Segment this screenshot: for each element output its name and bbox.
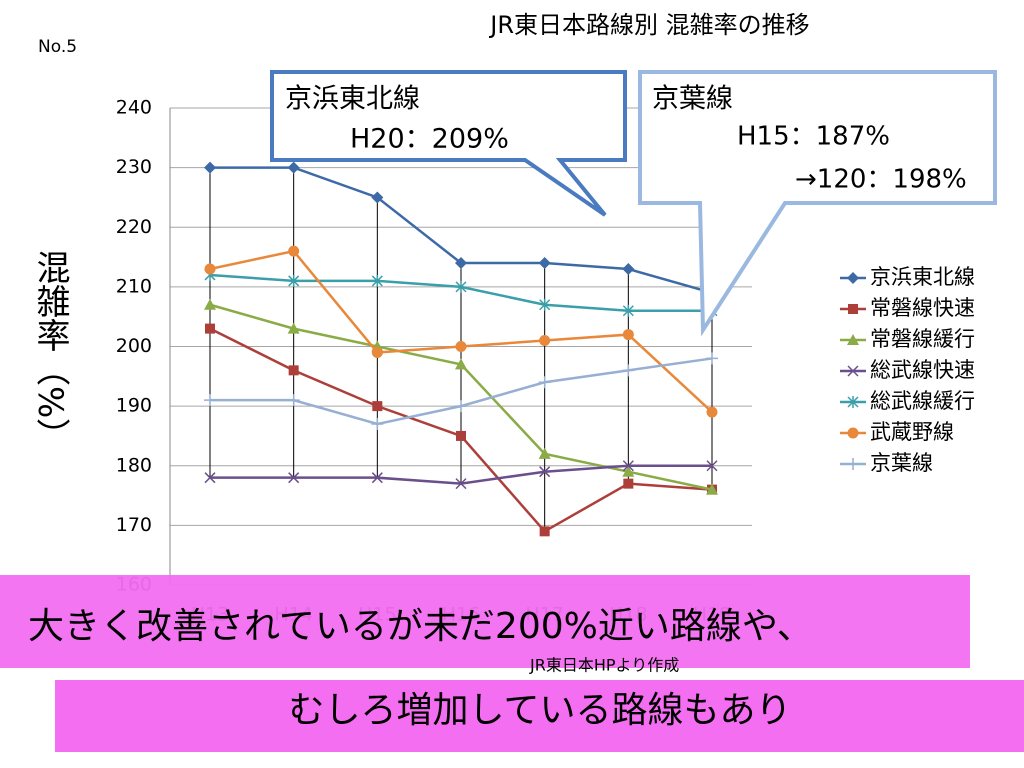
y-tick-label: 230 [116, 156, 152, 178]
marker [288, 365, 299, 376]
banner [0, 575, 970, 668]
marker [372, 401, 383, 412]
y-tick-label: 220 [116, 216, 152, 238]
legend-label: 常磐線快速 [870, 296, 975, 320]
marker [539, 526, 550, 537]
marker [455, 400, 467, 413]
marker [288, 274, 300, 287]
marker [847, 396, 859, 408]
callout-title: 京浜東北線 [285, 84, 420, 115]
marker [622, 465, 635, 477]
marker [847, 427, 859, 439]
marker [204, 472, 216, 484]
callout-text: H20：209% [350, 124, 509, 155]
callout-text: H15：187% [737, 122, 890, 152]
legend-label: 京浜東北線 [870, 265, 975, 289]
marker [456, 430, 466, 441]
y-tick-label: 200 [116, 335, 152, 357]
marker [204, 161, 216, 174]
marker [371, 346, 383, 358]
marker [622, 329, 634, 341]
slide-number: No.5 [38, 37, 77, 57]
banner-text: 大きく改善されているが未だ200%近い路線や、 [28, 606, 813, 647]
marker [204, 298, 216, 310]
marker [455, 358, 467, 370]
marker [204, 394, 216, 407]
marker [288, 245, 300, 257]
marker [623, 478, 634, 489]
y-tick-label: 170 [116, 514, 152, 536]
marker [847, 334, 859, 345]
y-tick-label: 190 [116, 395, 152, 417]
marker [371, 274, 383, 287]
plot-area: 160170180190200210220230240H13H14H15H16H… [116, 97, 975, 626]
legend-label: 総武線緩行 [870, 389, 975, 413]
y-tick-label: 210 [116, 275, 152, 297]
chart-title: JR東日本路線別 混雑率の推移 [488, 11, 809, 39]
callout: 京浜東北線 H20：209% [270, 70, 627, 217]
y-tick-label: 180 [116, 454, 152, 476]
y-tick-label: 240 [116, 97, 152, 119]
marker [287, 322, 300, 334]
marker [706, 406, 718, 418]
marker [706, 352, 718, 365]
marker [847, 458, 859, 470]
legend-label: 常磐線緩行 [870, 327, 975, 351]
legend-label: 武蔵野線 [870, 420, 954, 444]
banner-text: むしろ増加している路線もあり [289, 690, 792, 731]
callout-box [638, 70, 997, 337]
marker [371, 418, 384, 431]
marker [538, 447, 551, 459]
marker [455, 257, 467, 270]
marker [848, 304, 858, 314]
marker [706, 460, 718, 472]
marker [371, 191, 384, 204]
callout-box [270, 70, 627, 217]
source: JR東日本HPより作成 [529, 656, 679, 675]
marker [538, 257, 551, 270]
marker [539, 298, 551, 311]
marker [706, 483, 718, 495]
marker [622, 364, 635, 377]
marker [288, 472, 300, 484]
callout: 京葉線 H15：187% →120：198% [638, 70, 997, 337]
marker [538, 376, 551, 389]
marker [455, 341, 467, 352]
marker [539, 335, 551, 347]
marker [287, 394, 300, 407]
marker [287, 161, 300, 174]
banner [55, 680, 1024, 752]
legend-label: 京葉線 [870, 451, 933, 475]
marker [205, 323, 215, 334]
marker [847, 365, 859, 377]
marker [847, 272, 859, 284]
marker [455, 280, 467, 293]
marker [622, 262, 635, 275]
marker [204, 263, 216, 275]
callout-text: →120：198% [795, 165, 967, 195]
marker [622, 304, 634, 317]
marker [455, 478, 467, 490]
marker [371, 472, 383, 484]
callout-title: 京葉線 [652, 84, 733, 115]
marker [539, 466, 551, 478]
marker [622, 460, 634, 472]
y-axis-label: 混雑率（%） [30, 250, 70, 452]
legend-label: 総武線快速 [870, 358, 975, 382]
